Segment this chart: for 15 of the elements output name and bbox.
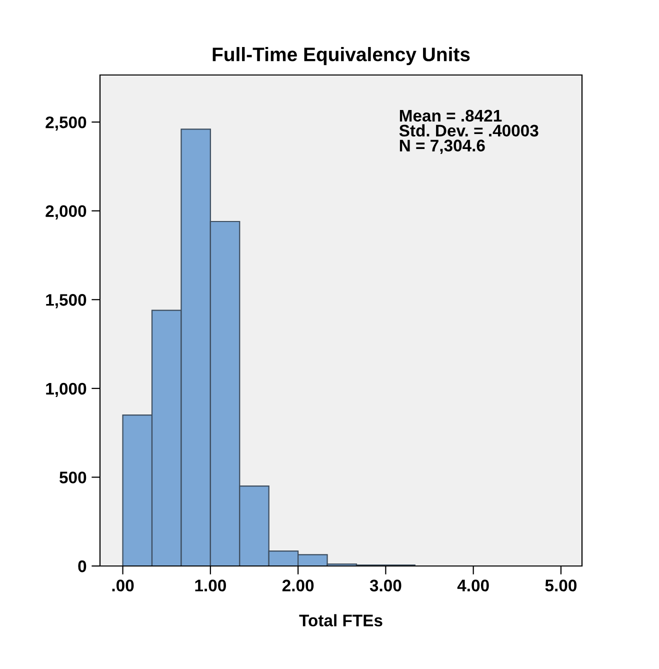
- x-tick-label: 3.00: [370, 580, 402, 592]
- x-axis-title: Total FTEs: [299, 614, 382, 626]
- y-tick-label: 0: [78, 560, 86, 572]
- y-tick-label: 1,000: [46, 382, 86, 398]
- x-tick-label: 2.00: [282, 580, 314, 592]
- y-tick-label: 2,000: [46, 205, 86, 220]
- annotation: Mean = .8421 Std. Dev. = .40003 N = 7,304.6: [399, 110, 538, 154]
- y-tick-label: 2,500: [46, 116, 86, 131]
- y-tick-label: 1,500: [46, 294, 86, 308]
- chart-title: Full-Time Equivalency Units: [212, 47, 470, 66]
- x-tick-label: 1.00: [195, 580, 226, 592]
- y-tick-label: 500: [60, 472, 86, 484]
- x-tick-label: 4.00: [457, 580, 489, 592]
- x-tick-label: .00: [112, 580, 134, 592]
- x-tick-label: 5.00: [545, 580, 577, 592]
